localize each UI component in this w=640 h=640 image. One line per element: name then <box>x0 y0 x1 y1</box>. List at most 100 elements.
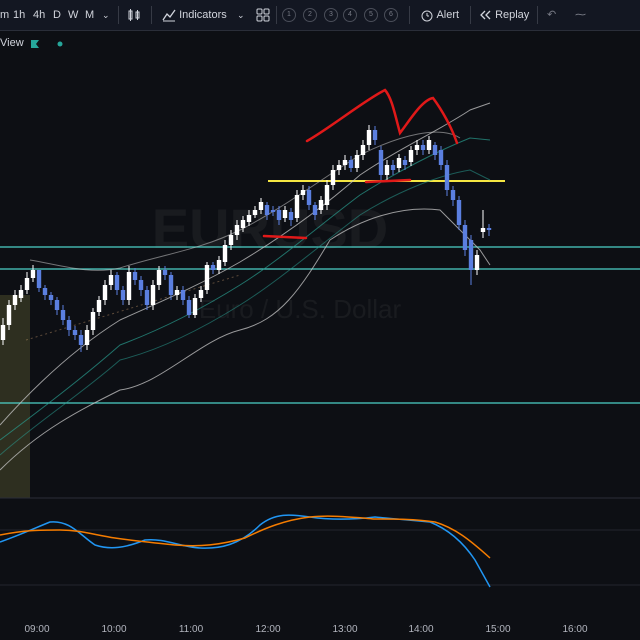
candle-body <box>420 145 426 150</box>
candle-body <box>474 255 480 270</box>
candle-body <box>42 288 48 295</box>
templates-grid-icon[interactable] <box>256 0 270 30</box>
top-toolbar: m 1h 4h D W M ⌄ Indicators ⌄ 1 2 3 4 5 6 <box>0 0 640 31</box>
candle-body <box>186 300 192 315</box>
candle-body <box>402 160 408 165</box>
alert-label: Alert <box>436 9 460 21</box>
candle-body <box>462 225 468 250</box>
candle-body <box>486 228 492 230</box>
interval-m-monthly[interactable]: M <box>85 9 95 21</box>
candle-body <box>36 270 42 288</box>
candle-body <box>60 310 66 320</box>
toolbar-divider <box>276 6 277 24</box>
candle-body <box>240 220 246 228</box>
layout-5[interactable]: 5 <box>364 8 378 22</box>
redo-icon[interactable]: ⁓ <box>575 9 586 21</box>
layout-1[interactable]: 1 <box>282 8 296 22</box>
candle-body <box>450 190 456 200</box>
candle-body <box>174 290 180 295</box>
rewind-icon <box>480 10 491 20</box>
candle-body <box>330 170 336 185</box>
flag-icon[interactable] <box>30 39 40 49</box>
candle-body <box>414 145 420 150</box>
time-label: 12:00 <box>255 624 281 635</box>
interval-4h[interactable]: 4h <box>33 9 46 21</box>
time-label: 09:00 <box>24 624 50 635</box>
candles <box>0 125 492 352</box>
candles-icon[interactable] <box>127 0 141 30</box>
red-m-drawing[interactable] <box>305 88 459 145</box>
chevron-down-icon[interactable]: ⌄ <box>237 10 245 20</box>
candle-body <box>90 312 96 330</box>
layout-6[interactable]: 6 <box>384 8 398 22</box>
candle-body <box>102 285 108 300</box>
upper-band-outer <box>0 102 491 426</box>
candle-body <box>222 245 228 262</box>
candle-body <box>444 165 450 190</box>
candle-body <box>132 272 138 280</box>
alarm-clock-icon <box>421 10 433 22</box>
candle-body <box>18 290 24 298</box>
candle-body <box>288 212 294 220</box>
legend-label[interactable]: View <box>0 37 24 49</box>
chart-legend: View <box>0 30 200 58</box>
price-chart[interactable]: EURUSD Euro / U.S. Dollar <box>0 30 640 618</box>
candle-body <box>324 185 330 205</box>
candle-body <box>144 290 150 305</box>
candle-body <box>138 280 144 290</box>
candle-body <box>96 300 102 312</box>
interval-w[interactable]: W <box>68 9 79 21</box>
red-dash-2[interactable] <box>364 178 412 184</box>
toolbar-divider <box>470 6 471 24</box>
candle-body <box>396 158 402 168</box>
watermark-symbol: EURUSD <box>152 197 388 260</box>
candle-body <box>264 205 270 215</box>
mid-band-teal <box>0 137 491 441</box>
candle-body <box>408 150 414 162</box>
replay-button[interactable]: Replay <box>478 0 529 30</box>
candle-body <box>360 145 366 155</box>
alert-button[interactable]: Alert <box>420 0 459 30</box>
toolbar-divider <box>537 6 538 24</box>
candle-body <box>456 200 462 225</box>
candle-body <box>432 145 438 155</box>
candle-body <box>198 290 204 298</box>
interval-1h[interactable]: 1h <box>13 9 26 21</box>
candle-body <box>342 160 348 165</box>
toolbar-divider <box>151 6 152 24</box>
candle-body <box>84 330 90 345</box>
indicators-button[interactable]: Indicators <box>162 0 227 30</box>
candle-body <box>300 190 306 195</box>
layout-4[interactable]: 4 <box>343 8 357 22</box>
candle-body <box>480 228 486 232</box>
indicators-icon <box>162 9 176 22</box>
interval-m[interactable]: m <box>0 9 10 21</box>
red-drawings[interactable] <box>262 88 459 240</box>
upper-band-inner <box>29 131 461 271</box>
candle-body <box>276 210 282 220</box>
candle-body <box>108 275 114 285</box>
toolbar-divider <box>409 6 410 24</box>
candle-body <box>282 210 288 218</box>
candle-body <box>294 195 300 218</box>
interval-d[interactable]: D <box>53 9 61 21</box>
layout-3[interactable]: 3 <box>324 8 338 22</box>
candle-body <box>0 325 6 340</box>
undo-icon[interactable]: ↶ <box>547 9 557 21</box>
time-label: 10:00 <box>101 624 127 635</box>
candle-body <box>48 295 54 300</box>
candle-body <box>78 335 84 345</box>
time-label: 15:00 <box>485 624 511 635</box>
candle-body <box>390 165 396 170</box>
candle-body <box>348 160 354 168</box>
red-dash-1[interactable] <box>262 234 308 240</box>
candle-body <box>312 205 318 215</box>
candle-body <box>126 272 132 300</box>
lower-band <box>0 208 491 471</box>
candle-body <box>30 270 36 278</box>
layout-2[interactable]: 2 <box>303 8 317 22</box>
dot-icon <box>57 41 63 47</box>
candle-body <box>354 155 360 168</box>
candle-body <box>384 165 390 175</box>
chevron-down-icon[interactable]: ⌄ <box>102 10 110 20</box>
